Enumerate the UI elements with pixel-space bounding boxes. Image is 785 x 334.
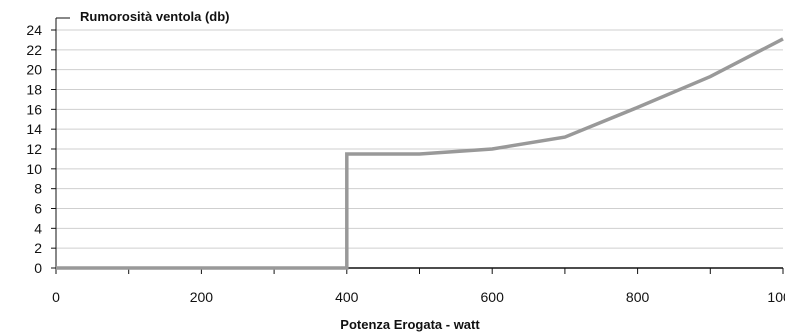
x-tick-label: 800 [626, 289, 650, 305]
y-tick-label: 0 [34, 260, 42, 276]
y-tick-label: 4 [34, 220, 42, 236]
gridlines [56, 29, 783, 249]
axes [55, 17, 783, 269]
y-tick-label: 18 [26, 82, 42, 98]
series-line [56, 37, 784, 270]
y-tick-label: 14 [26, 121, 42, 137]
y-tick-label: 2 [34, 240, 42, 256]
x-tick-label: 400 [335, 289, 359, 305]
tick-labels: 02468101214161820222402004006008001000 [26, 22, 785, 305]
y-tick-label: 6 [34, 201, 42, 217]
y-tick-label: 8 [34, 181, 42, 197]
y-tick-label: 24 [26, 22, 42, 38]
x-tick-label: 1000 [767, 289, 785, 305]
x-tick-label: 600 [481, 289, 505, 305]
x-tick-label: 0 [52, 289, 60, 305]
y-tick-label: 12 [26, 141, 42, 157]
y-tick-label: 10 [26, 161, 42, 177]
x-axis-title: Potenza Erogata - watt [340, 317, 480, 332]
y-tick-label: 20 [26, 62, 42, 78]
y-tick-label: 16 [26, 101, 42, 117]
y-axis-title: Rumorosità ventola (db) [80, 9, 230, 24]
y-tick-label: 22 [26, 42, 42, 58]
series-lines [56, 37, 784, 270]
x-tick-label: 200 [190, 289, 214, 305]
